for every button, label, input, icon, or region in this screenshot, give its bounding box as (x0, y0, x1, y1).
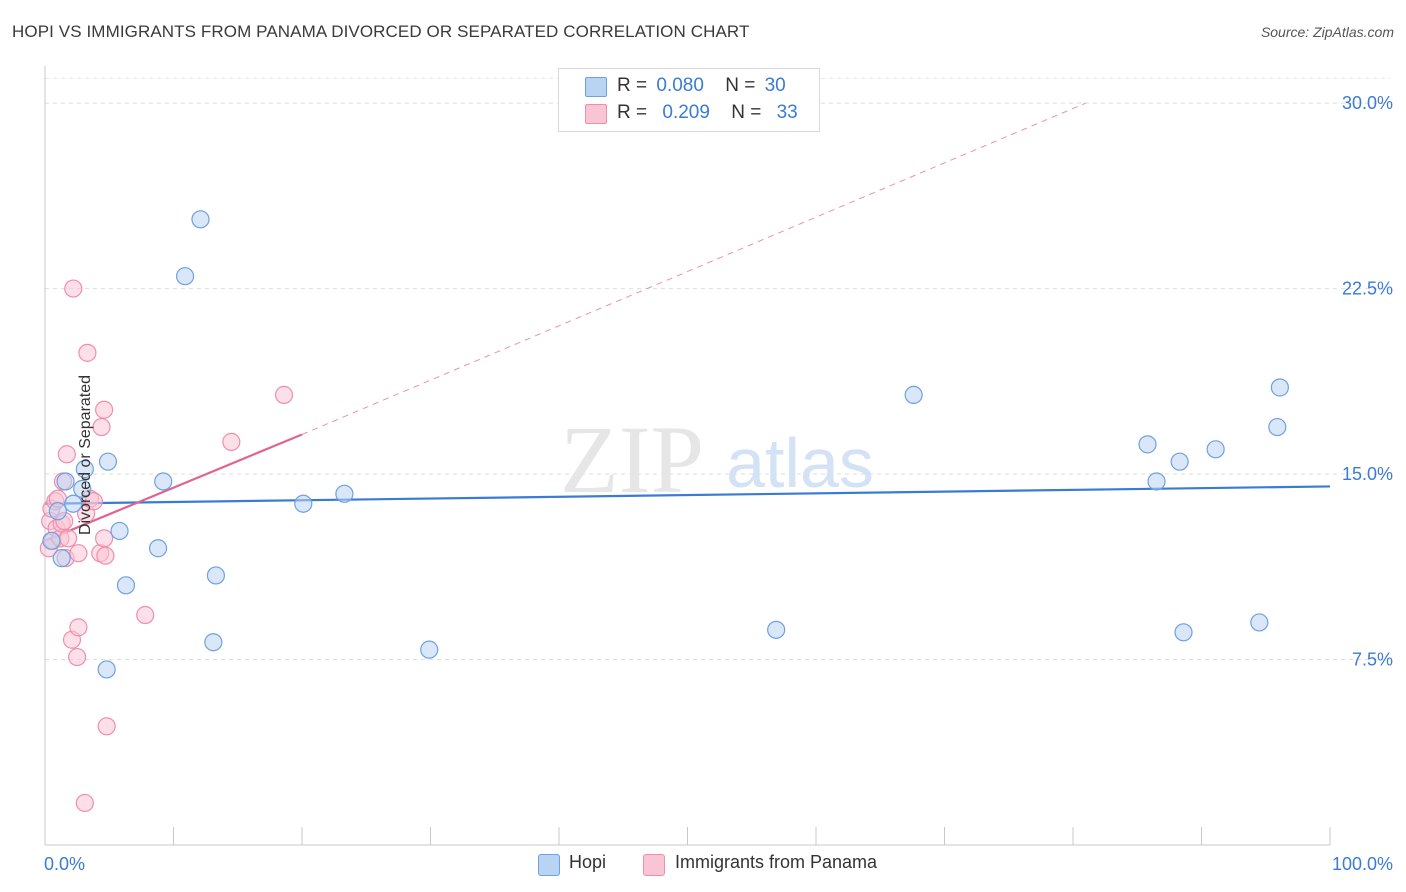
legend-r-label: R = (617, 102, 648, 123)
axes (44, 66, 1331, 846)
panama-point (69, 544, 88, 563)
legend-n-label: N = (731, 102, 762, 123)
panama-point (59, 529, 78, 548)
y-tick-label: 7.5% (1352, 650, 1393, 670)
hopi-point (1270, 378, 1289, 397)
hopi-point (97, 660, 116, 679)
source-label: Source: ZipAtlas.com (1260, 24, 1394, 40)
legend-row-panama: R = 0.209 N = 33 (617, 102, 798, 126)
bottom-legend-swatch-panama (643, 854, 665, 876)
hopi-point (1147, 472, 1166, 491)
x-tick-label: 0.0% (44, 854, 85, 874)
hopi-point (48, 502, 67, 521)
legend-r-value-panama: 0.209 (662, 102, 710, 123)
legend-swatch-hopi (585, 77, 607, 97)
hopi-point (1206, 440, 1225, 459)
legend-r-value-hopi: 0.080 (656, 75, 704, 96)
panama-point (92, 417, 111, 437)
panama-point (274, 385, 294, 405)
chart-title: HOPI VS IMMIGRANTS FROM PANAMA DIVORCED … (12, 22, 750, 41)
trend-lines (44, 102, 1331, 542)
panama-point (69, 618, 88, 637)
hopi-point (75, 460, 94, 479)
hopi-point (116, 576, 136, 595)
hopi-point (904, 385, 923, 405)
panama-point (96, 546, 115, 565)
legend-n-value-hopi: 30 (764, 75, 786, 96)
hopi-point (767, 620, 786, 639)
hopi-point (42, 531, 61, 550)
hopi-point (1250, 613, 1269, 632)
y-tick-label: 30.0% (1342, 93, 1393, 113)
y-axis-label: Divorced or Separated (77, 374, 95, 536)
panama-point (75, 793, 94, 813)
panama-point (84, 492, 103, 511)
hopi-point (1174, 623, 1193, 642)
data-points (39, 210, 1289, 813)
hopi-point (73, 479, 92, 498)
bottom-legend-panama: Immigrants from Panama (675, 852, 878, 872)
panama-point (97, 717, 116, 736)
hopi-point (206, 566, 226, 585)
grid-lines (45, 77, 1390, 661)
panama-point (136, 605, 155, 625)
panama-point (222, 432, 241, 451)
panama-point (64, 279, 83, 298)
panama-point (78, 343, 97, 362)
watermark-atlas: atlas (726, 424, 874, 502)
y-tick-label: 15.0% (1342, 464, 1393, 484)
hopi-point (294, 494, 313, 513)
panama-point (95, 400, 114, 419)
hopi-point (335, 484, 354, 503)
hopi-point (64, 494, 83, 513)
hopi-point (191, 210, 210, 229)
trend-line-0 (44, 485, 1331, 505)
x-tick-label: 100.0% (1332, 854, 1393, 874)
hopi-point (52, 549, 71, 568)
hopi-point (154, 472, 173, 491)
legend-n-value-panama: 33 (776, 102, 798, 123)
panama-point (57, 445, 76, 464)
hopi-point (110, 521, 129, 541)
legend-n-label: N = (725, 75, 756, 96)
legend-row-hopi: R = 0.080 N = 30 (617, 75, 786, 99)
panama-point (95, 529, 114, 548)
axis-ticks: 7.5% 15.0% 22.5% 30.0% 0.0% 100.0% (44, 93, 1393, 874)
hopi-point (98, 452, 118, 471)
correlation-legend: R = 0.080 N = 30 R = 0.209 N = 33 (558, 68, 820, 132)
y-tick-label: 22.5% (1342, 279, 1393, 299)
hopi-point (420, 640, 439, 659)
hopi-point (175, 267, 195, 286)
hopi-point (56, 472, 75, 491)
hopi-point (1138, 435, 1157, 454)
legend-swatch-panama (585, 104, 607, 124)
hopi-point (148, 539, 168, 558)
bottom-legend-hopi: Hopi (569, 852, 607, 872)
panama-point (68, 647, 87, 667)
bottom-legend-swatch-hopi (538, 854, 560, 876)
hopi-point (1170, 452, 1189, 471)
hopi-point (204, 633, 223, 652)
trend-line-1 (44, 433, 303, 542)
legend-r-label: R = (617, 75, 648, 96)
hopi-point (1268, 417, 1287, 437)
trend-extension-1 (301, 102, 1087, 435)
